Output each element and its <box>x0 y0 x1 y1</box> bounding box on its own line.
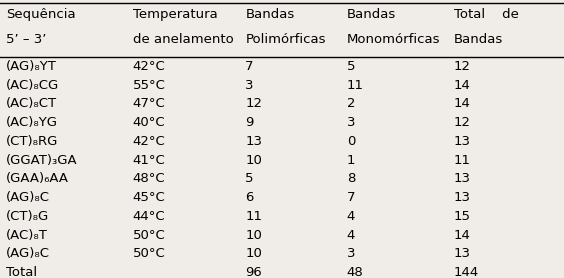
Text: 12: 12 <box>454 116 471 129</box>
Text: Total: Total <box>6 266 37 278</box>
Text: de anelamento: de anelamento <box>133 33 233 46</box>
Text: 14: 14 <box>454 79 471 92</box>
Text: (AG)₈C: (AG)₈C <box>6 247 50 260</box>
Text: 10: 10 <box>245 247 262 260</box>
Text: Total    de: Total de <box>454 8 519 21</box>
Text: 4: 4 <box>347 210 355 223</box>
Text: Polimórficas: Polimórficas <box>245 33 326 46</box>
Text: 96: 96 <box>245 266 262 278</box>
Text: 13: 13 <box>454 247 471 260</box>
Text: 12: 12 <box>454 60 471 73</box>
Text: (CT)₈RG: (CT)₈RG <box>6 135 58 148</box>
Text: 13: 13 <box>245 135 262 148</box>
Text: (GGAT)₃GA: (GGAT)₃GA <box>6 153 77 167</box>
Text: 41°C: 41°C <box>133 153 165 167</box>
Text: 2: 2 <box>347 97 355 110</box>
Text: 10: 10 <box>245 153 262 167</box>
Text: 40°C: 40°C <box>133 116 165 129</box>
Text: 5: 5 <box>347 60 355 73</box>
Text: Bandas: Bandas <box>245 8 294 21</box>
Text: 55°C: 55°C <box>133 79 165 92</box>
Text: 44°C: 44°C <box>133 210 165 223</box>
Text: 48: 48 <box>347 266 364 278</box>
Text: 42°C: 42°C <box>133 60 165 73</box>
Text: (AC)₈CT: (AC)₈CT <box>6 97 57 110</box>
Text: 11: 11 <box>347 79 364 92</box>
Text: 6: 6 <box>245 191 254 204</box>
Text: Temperatura: Temperatura <box>133 8 217 21</box>
Text: Bandas: Bandas <box>347 8 396 21</box>
Text: 14: 14 <box>454 97 471 110</box>
Text: 13: 13 <box>454 135 471 148</box>
Text: 0: 0 <box>347 135 355 148</box>
Text: 7: 7 <box>245 60 254 73</box>
Text: 3: 3 <box>347 247 355 260</box>
Text: 10: 10 <box>245 229 262 242</box>
Text: 8: 8 <box>347 172 355 185</box>
Text: (GAA)₆AA: (GAA)₆AA <box>6 172 69 185</box>
Text: 13: 13 <box>454 191 471 204</box>
Text: 9: 9 <box>245 116 254 129</box>
Text: 48°C: 48°C <box>133 172 165 185</box>
Text: Sequência: Sequência <box>6 8 75 21</box>
Text: (CT)₈G: (CT)₈G <box>6 210 49 223</box>
Text: 3: 3 <box>245 79 254 92</box>
Text: 7: 7 <box>347 191 355 204</box>
Text: 45°C: 45°C <box>133 191 165 204</box>
Text: (AC)₈YG: (AC)₈YG <box>6 116 58 129</box>
Text: (AG)₈YT: (AG)₈YT <box>6 60 56 73</box>
Text: 13: 13 <box>454 172 471 185</box>
Text: 5: 5 <box>245 172 254 185</box>
Text: 3: 3 <box>347 116 355 129</box>
Text: 4: 4 <box>347 229 355 242</box>
Text: 47°C: 47°C <box>133 97 165 110</box>
Text: 50°C: 50°C <box>133 229 165 242</box>
Text: Bandas: Bandas <box>454 33 503 46</box>
Text: 144: 144 <box>454 266 479 278</box>
Text: 5’ – 3’: 5’ – 3’ <box>6 33 46 46</box>
Text: (AG)₈C: (AG)₈C <box>6 191 50 204</box>
Text: 11: 11 <box>245 210 262 223</box>
Text: 1: 1 <box>347 153 355 167</box>
Text: 15: 15 <box>454 210 471 223</box>
Text: 50°C: 50°C <box>133 247 165 260</box>
Text: 14: 14 <box>454 229 471 242</box>
Text: Monomórficas: Monomórficas <box>347 33 440 46</box>
Text: (AC)₈CG: (AC)₈CG <box>6 79 59 92</box>
Text: 42°C: 42°C <box>133 135 165 148</box>
Text: (AC)₈T: (AC)₈T <box>6 229 47 242</box>
Text: 11: 11 <box>454 153 471 167</box>
Text: 12: 12 <box>245 97 262 110</box>
